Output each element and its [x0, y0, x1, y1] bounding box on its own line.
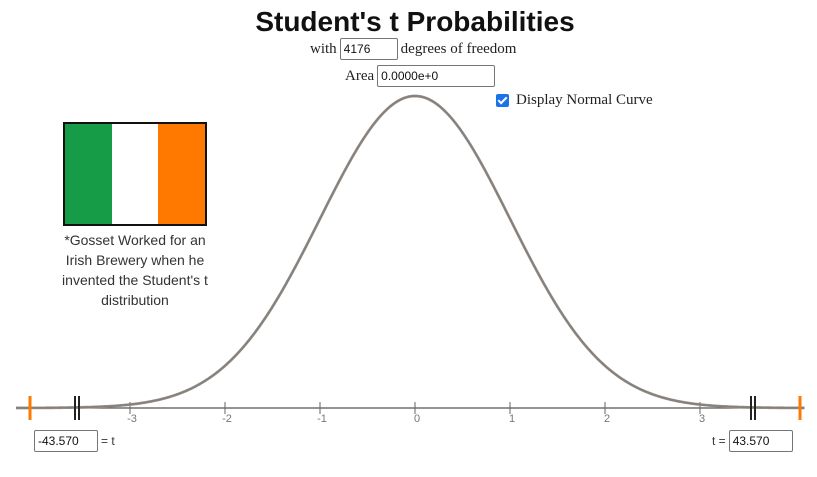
df-row: with degrees of freedom — [310, 38, 516, 60]
right-t-handle[interactable] — [750, 396, 756, 420]
axis-ticks: -3 -2 -1 0 1 2 3 — [127, 402, 705, 425]
flag-orange-stripe — [158, 124, 206, 224]
flag-green-stripe — [65, 124, 112, 224]
irish-flag — [63, 122, 207, 226]
axis-tick-label: -1 — [317, 413, 327, 425]
right-t-input[interactable] — [728, 430, 793, 452]
page-title: Student's t Probabilities — [255, 6, 575, 37]
axis-tick-label: -3 — [127, 413, 137, 425]
flag-white-stripe — [111, 124, 159, 224]
axis-tick-label: 0 — [414, 413, 420, 425]
df-suffix: degrees of freedom — [400, 40, 517, 57]
left-t-field: = t — [34, 430, 115, 452]
normal-curve-label: Display Normal Curve — [516, 92, 653, 108]
area-label: Area — [345, 67, 375, 84]
area-input[interactable] — [377, 65, 496, 87]
axis-tick-label: 1 — [509, 413, 515, 425]
axis-tick-label: 2 — [604, 413, 610, 425]
area-row: Area — [345, 65, 496, 87]
axis-tick-label: 3 — [699, 413, 705, 425]
right-t-prefix: t = — [712, 434, 726, 448]
normal-curve — [16, 94, 805, 410]
left-t-suffix: = t — [101, 434, 115, 448]
t-curve — [16, 95, 805, 409]
left-t-handle[interactable] — [74, 396, 80, 420]
normal-curve-checkbox[interactable] — [496, 94, 509, 107]
right-t-field: t = — [712, 430, 793, 452]
normal-curve-row[interactable]: Display Normal Curve — [496, 92, 653, 109]
df-prefix: with — [310, 40, 337, 57]
axis-tick-label: -2 — [222, 413, 232, 425]
df-input[interactable] — [339, 38, 398, 60]
left-t-input[interactable] — [34, 430, 98, 452]
gosset-caption: *Gosset Worked for an Irish Brewery when… — [62, 232, 208, 308]
